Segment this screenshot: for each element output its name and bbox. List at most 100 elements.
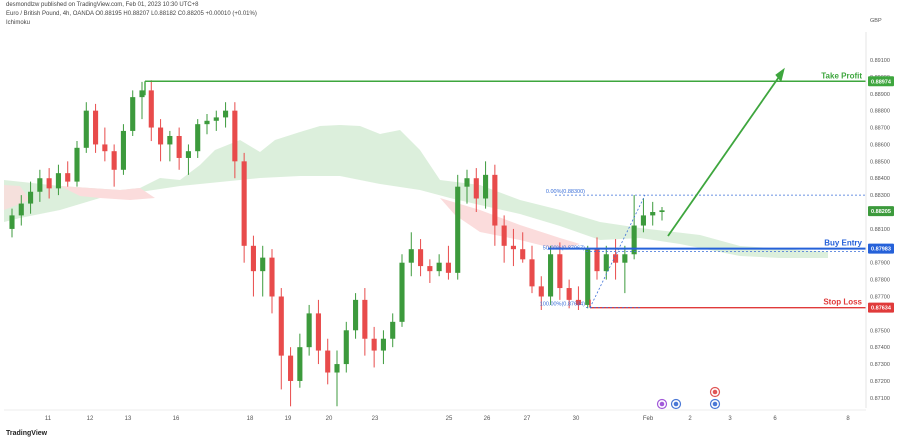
cloud-red [4, 185, 30, 210]
candle-down [566, 288, 572, 300]
candle-down [613, 254, 619, 263]
x-tick-label: 19 [285, 416, 292, 422]
event-icon-core [712, 401, 718, 407]
x-tick-label: 12 [87, 416, 94, 422]
candle-down [538, 286, 544, 297]
stop-loss-label: Stop Loss [823, 298, 862, 307]
x-tick-label: 27 [524, 416, 531, 422]
buy-entry-tag-bg [868, 243, 894, 254]
axes: GBP0.891000.890000.889000.888000.887000.… [4, 18, 894, 422]
x-tick-label: 20 [326, 416, 333, 422]
candle-down [575, 299, 581, 305]
stop-loss-tag: 0.87634 [871, 306, 892, 312]
candle-down [241, 161, 247, 246]
y-tick-label: 0.88400 [870, 176, 890, 182]
symbol-line: Euro / British Pound, 4h, OANDA O0.88195… [6, 11, 257, 17]
candle-down [278, 296, 284, 356]
fib-trendline [589, 194, 646, 308]
x-tick-label: 8 [846, 416, 850, 422]
ichimoku-cloud [4, 125, 828, 258]
candle-up [343, 330, 349, 365]
projection-arrow [667, 73, 782, 237]
fib-label: 100.00%(0.87634) [540, 302, 585, 308]
candle-down [557, 254, 563, 289]
y-tick-label: 0.87500 [870, 328, 890, 334]
x-tick-label: 26 [484, 416, 491, 422]
candle-down [102, 144, 108, 152]
y-tick-label: 0.88700 [870, 126, 890, 132]
candle-up [659, 210, 665, 213]
stop-loss-tag-bg [868, 302, 894, 313]
candle-down [288, 355, 294, 381]
candle-up [334, 364, 340, 373]
y-tick-label: 0.87200 [870, 379, 890, 385]
candle-down [427, 266, 433, 272]
candle-up [297, 347, 303, 381]
candle-down [510, 245, 516, 250]
x-tick-label: 25 [446, 416, 453, 422]
candle-down [65, 173, 71, 182]
candle-up [74, 147, 80, 182]
x-tick-label: 23 [372, 416, 379, 422]
y-tick-label: 0.87100 [870, 396, 890, 402]
cloud-red [60, 186, 155, 200]
candle-down [325, 350, 331, 373]
candle-up [650, 212, 656, 216]
candle-up [548, 254, 554, 297]
cloud-red [440, 198, 580, 250]
y-tick-label: 0.87700 [870, 294, 890, 300]
candle-up [408, 249, 414, 263]
buy-entry-label: Buy Entry [824, 239, 862, 248]
candle-down [111, 151, 117, 170]
tradingview-logo[interactable]: TradingView [6, 430, 48, 437]
y-tick-label: 0.88600 [870, 142, 890, 148]
candle-up [390, 321, 396, 339]
candle-up [139, 90, 145, 98]
candle-up [55, 173, 61, 189]
candle-up [380, 338, 386, 351]
y-tick-label: 0.87800 [870, 278, 890, 284]
candle-up [185, 151, 191, 158]
candle-up [213, 117, 219, 121]
x-tick-label: 3 [728, 416, 732, 422]
arrow-head-icon [775, 67, 785, 83]
candle-down [158, 127, 164, 145]
candle-down [594, 249, 600, 272]
x-tick-label: Feb [643, 416, 654, 422]
candle-up [640, 215, 646, 226]
y-tick-label: 0.88300 [870, 193, 890, 199]
publisher-line: desmondlzw published on TradingView.com,… [6, 2, 199, 8]
candle-down [176, 135, 182, 158]
cloud-green [4, 125, 828, 258]
x-tick-label: 18 [247, 416, 254, 422]
fib-label: 50.00%(0.87967) [543, 245, 585, 251]
y-tick-label: 0.87400 [870, 345, 890, 351]
take-profit-tag: 0.88974 [871, 79, 892, 85]
x-tick-label: 6 [773, 416, 777, 422]
candle-down [492, 174, 498, 226]
candle-up [399, 262, 405, 322]
candle-up [260, 257, 266, 272]
candle-up [83, 110, 89, 148]
candle-down [250, 245, 256, 272]
event-icon-core [659, 401, 665, 407]
candle-down [46, 178, 52, 189]
candle-down [148, 90, 154, 128]
indicator-label[interactable]: Ichimoku [6, 20, 31, 26]
take-profit-label: Take Profit [821, 71, 862, 80]
x-tick-label: 16 [173, 416, 180, 422]
candle-up [9, 215, 15, 229]
candle-up [223, 110, 229, 118]
fib-label: 0.00%(0.88300) [546, 189, 585, 195]
candle-up [464, 178, 470, 187]
candle-down [371, 338, 377, 351]
candles [9, 80, 665, 407]
current-price-tag-bg [868, 206, 894, 217]
candle-up [585, 249, 591, 305]
candle-down [445, 262, 451, 273]
candle-up [483, 174, 489, 199]
candle-up [167, 135, 173, 145]
y-tick-label: 0.88900 [870, 92, 890, 98]
